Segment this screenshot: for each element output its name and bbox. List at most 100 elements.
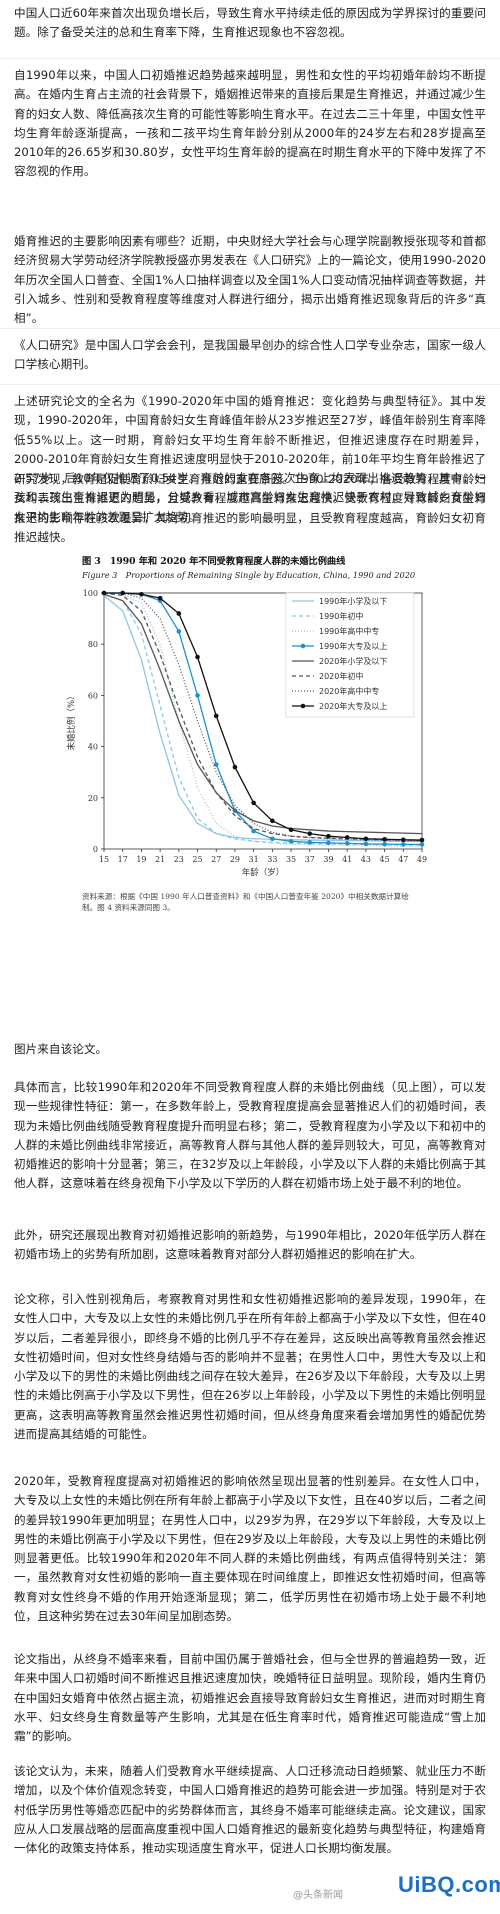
y-axis-label: 未婚比例（%） [66,691,77,750]
data-point [363,841,369,847]
series-line-7 [104,592,423,841]
figure-subtitle: Figure 3 Proportions of Remaining Single… [82,570,416,580]
x-tick-label: 45 [379,855,389,864]
legend-label: 2020年初中 [319,671,363,681]
data-point [270,818,275,824]
logo-sub: .com [455,1872,500,1897]
x-tick-label: 15 [99,855,109,864]
data-point [157,595,163,601]
data-point [307,831,313,836]
y-tick-label: 0 [93,845,98,854]
series-line-4 [103,593,423,835]
x-tick-label: 25 [192,855,202,864]
legend-label: 2020年高中中专 [319,686,379,696]
x-tick-label: 31 [249,855,259,864]
divider [0,384,500,385]
y-tick-label: 40 [88,743,98,752]
figure-source: 资料来源：根据《中国 1990 年人口普查资料》和《中国人口普查年鉴 2020》… [82,892,409,912]
plot-frame [103,592,423,850]
data-point [288,827,294,833]
divider [0,328,500,329]
legend-label: 1990年小学及以下 [319,596,387,606]
series-line-2 [103,592,423,848]
article-paragraph-3: 婚育推迟的主要影响因素有哪些？近期，中央财经大学社会与心理学院副教授张现苓和首都… [14,234,486,326]
data-point [251,800,256,806]
x-tick-label: 33 [267,855,277,864]
data-point [232,764,238,770]
x-tick-label: 43 [361,855,371,864]
article-paragraph-2: 自1990年以来，中国人口初婚推迟趋势越来越明显，男性和女性的平均初婚年龄均不断… [14,68,486,179]
image-caption: 图片来自该论文。 [14,1042,108,1056]
logo-main: UiBQ [398,1872,455,1897]
x-axis-label: 年龄（岁） [242,867,285,878]
data-point [419,837,425,843]
data-point [288,839,294,844]
data-point [326,833,331,839]
data-point [213,713,219,719]
legend-box [285,592,415,718]
data-point [176,629,182,634]
legend-label: 1990年初中 [319,611,363,621]
data-point [344,841,350,846]
series-line-0 [103,595,422,842]
article-paragraph-12: 该论文认为，未来，随着人们受教育水平继续提高、人口迁移流动日趋频繁、就业压力不断… [14,1764,486,1856]
data-point [195,654,200,660]
data-point [363,836,369,842]
x-tick-label: 39 [323,855,333,864]
site-logo: UiBQ.com [398,1872,500,1898]
data-point [176,611,182,616]
legend-label: 2020年大专及以上 [319,701,387,711]
data-point [400,842,406,847]
x-tick-label: 37 [305,855,315,864]
series-line-3 [104,592,422,846]
x-tick-label: 29 [230,855,240,864]
legend-label: 1990年大专及以上 [319,641,387,651]
legend-marker [300,643,306,649]
x-tick-label: 19 [136,855,146,864]
data-point [213,762,219,767]
data-point [270,836,275,842]
data-point [419,842,425,847]
article-paragraph-7: 具体而言，比较1990年和2020年不同受教育程度人群的未婚比例曲线（见上图），… [14,1080,486,1191]
legend-label: 1990年高中中专 [319,626,379,636]
x-tick-label: 27 [211,855,221,864]
series-line-6 [104,592,423,842]
data-point [307,840,313,845]
data-point [251,828,256,834]
x-tick-label: 23 [174,855,184,864]
article-paragraph-4: 《人口研究》是中国人口学会会刊，是我国最早创办的综合性人口学专业杂志，国家一级人… [14,338,486,372]
article-paragraph-5: 上述研究论文的全名为《1990-2020年中国的婚育推迟：变化趋势与典型特征》。… [14,394,486,524]
x-tick-label: 41 [342,855,352,864]
data-point [382,841,387,847]
x-tick-label: 17 [118,855,128,864]
y-tick-label: 20 [88,794,98,803]
divider [0,58,500,59]
y-tick-label: 60 [88,691,98,700]
x-tick-label: 49 [417,855,427,864]
legend-marker [300,703,306,709]
data-point [344,835,350,840]
data-point [382,836,387,842]
x-tick-label: 21 [155,855,165,864]
legend-label: 2020年小学及以下 [319,656,387,666]
article-paragraph-11: 论文指出，从终身不婚率来看，目前中国仍属于普婚社会，但与全世界的普遍趋势一致，近… [14,1652,486,1744]
data-point [120,590,126,596]
source-watermark: @头条新闻 [293,1890,343,1901]
article-paragraph-10: 2020年，受教育程度提高对初婚推迟的影响依然呈现出显著的性别差异。在女性人口中… [14,1474,486,1624]
data-point [195,693,200,698]
data-point [326,840,331,846]
x-tick-label: 35 [286,855,296,864]
article-paragraph-8: 此外，研究还展现出教育对初婚推迟影响的新趋势，与1990年相比，2020年低学历… [14,1228,486,1262]
x-tick-label: 47 [398,855,408,864]
y-tick-label: 100 [83,589,98,598]
unmarried-proportion-chart: 0 20 40 60 80 100 15 17 19 21 23 25 27 29 31 33 35 37 39 41… [66,589,427,878]
data-point [400,837,406,843]
article-paragraph-9: 论文称，引入性别视角后，考察教育对男性和女性初婚推迟影响的差异发现，1990年，… [14,1292,486,1442]
article-paragraph-1: 中国人口近60年来首次出现负增长后，导致生育水平持续走低的原因成为学界探讨的重要… [14,6,486,40]
data-point [101,590,107,596]
figure-title: 图 3 1990 年和 2020 年不同受教育程度人群的未婚比例曲线 [82,556,346,567]
figure-3: 图 3 1990 年和 2020 年不同受教育程度人群的未婚比例曲线 Figur… [60,547,440,912]
data-point [139,591,144,597]
article-paragraph-6: 研究发现，教育是促使育龄妇女生育推迟的重要原因。1990-2020年，各受教育程… [14,472,486,544]
y-tick-label: 80 [88,640,98,649]
